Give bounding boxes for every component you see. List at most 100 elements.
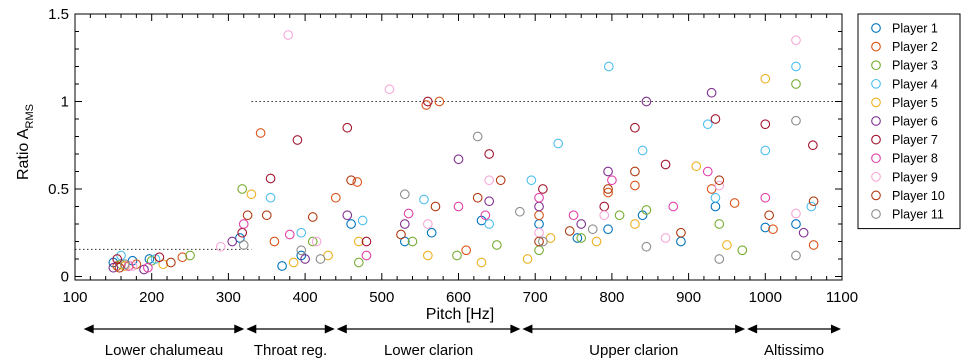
- x-axis-title: Pitch [Hz]: [426, 306, 494, 323]
- legend-entry: Player 5: [871, 96, 938, 110]
- data-point: [568, 210, 579, 221]
- legend-label: Player 7: [892, 133, 938, 147]
- series-9: [127, 30, 801, 271]
- region-arrowhead-right: [234, 324, 245, 334]
- data-point: [760, 192, 771, 203]
- data-point: [660, 233, 671, 243]
- region-1: Lower chalumeau: [83, 324, 245, 359]
- data-point: [246, 189, 257, 200]
- region-label: Altissimo: [764, 342, 824, 359]
- data-point: [722, 240, 732, 250]
- data-point: [534, 210, 544, 221]
- legend-label: Player 8: [892, 152, 938, 166]
- data-point: [668, 201, 679, 212]
- data-point: [114, 262, 125, 273]
- data-point: [403, 208, 414, 219]
- data-point: [495, 175, 506, 186]
- data-point: [702, 119, 713, 130]
- data-point: [764, 210, 774, 221]
- data-point: [641, 96, 652, 107]
- legend-entry: Player 8: [871, 152, 938, 166]
- data-point: [760, 222, 771, 233]
- data-point: [112, 254, 123, 264]
- data-point: [472, 131, 483, 142]
- data-point: [714, 219, 725, 229]
- data-point: [237, 184, 248, 194]
- data-point: [261, 210, 272, 221]
- data-point: [237, 227, 248, 238]
- data-point: [342, 122, 353, 133]
- data-point: [384, 84, 395, 95]
- legend-entry: Player 6: [871, 115, 938, 129]
- legend-marker: [871, 171, 881, 182]
- region-label: Upper clarion: [589, 342, 678, 359]
- data-point: [484, 196, 495, 207]
- data-point: [538, 236, 548, 247]
- data-point: [798, 227, 809, 238]
- legend-entry: Player 10: [871, 189, 945, 203]
- data-point: [729, 198, 740, 208]
- series-7: [112, 96, 818, 264]
- data-point: [307, 212, 318, 222]
- series-8: [123, 166, 771, 273]
- data-point: [177, 252, 188, 263]
- data-point: [808, 140, 818, 151]
- data-point: [576, 233, 587, 243]
- pitch-regions: Lower chalumeau Throat reg. Lower clarion U…: [83, 324, 841, 359]
- data-point: [603, 184, 613, 194]
- data-point: [215, 241, 226, 252]
- legend-entry: Player 1: [871, 22, 938, 36]
- legend: Player 1 Player 2 Player 3 Player 4 Player 5…: [857, 13, 961, 230]
- data-point: [461, 245, 472, 256]
- data-point: [760, 119, 771, 130]
- data-point: [676, 227, 686, 238]
- data-point: [283, 30, 294, 40]
- region-label: Throat reg.: [254, 342, 327, 359]
- data-point: [534, 236, 544, 247]
- data-point: [587, 224, 598, 235]
- series-3: [116, 79, 801, 270]
- legend-entry: Player 7: [871, 133, 938, 147]
- series-2: [112, 96, 819, 271]
- series-5: [120, 73, 771, 271]
- data-point: [630, 219, 640, 229]
- data-point: [154, 252, 165, 263]
- data-point: [242, 210, 253, 221]
- legend-entry: Player 9: [871, 170, 938, 184]
- region-2: Throat reg.: [246, 324, 335, 359]
- data-point: [660, 159, 671, 170]
- data-point: [591, 236, 602, 247]
- legend-entry: Player 11: [871, 208, 944, 222]
- region-arrowhead-left: [246, 324, 257, 334]
- data-point: [691, 161, 702, 172]
- data-point: [143, 262, 153, 273]
- data-point: [357, 215, 368, 226]
- region-label: Lower chalumeau: [105, 342, 223, 359]
- legend-entry: Player 4: [871, 77, 938, 91]
- legend-marker: [871, 78, 881, 89]
- data-point: [630, 122, 640, 133]
- legend-marker: [871, 153, 881, 164]
- data-point: [526, 175, 537, 186]
- data-point: [296, 245, 307, 256]
- data-point: [288, 257, 299, 268]
- x-tick-label: 100: [62, 289, 87, 306]
- legend-label: Player 9: [892, 170, 938, 184]
- legend-label: Player 2: [892, 40, 938, 54]
- data-point: [484, 219, 495, 229]
- x-tick-label: 1000: [749, 289, 782, 306]
- data-point: [185, 250, 195, 261]
- data-point: [538, 184, 548, 194]
- data-point: [791, 208, 801, 219]
- data-point: [292, 135, 303, 145]
- data-point: [315, 254, 326, 264]
- data-point: [522, 254, 533, 264]
- data-point: [534, 219, 544, 229]
- region-arrowhead-left: [336, 324, 347, 334]
- data-point: [737, 245, 748, 256]
- data-point: [791, 250, 801, 261]
- data-point: [346, 219, 356, 229]
- series-4: [116, 61, 817, 264]
- region-5: Altissimo: [747, 324, 841, 359]
